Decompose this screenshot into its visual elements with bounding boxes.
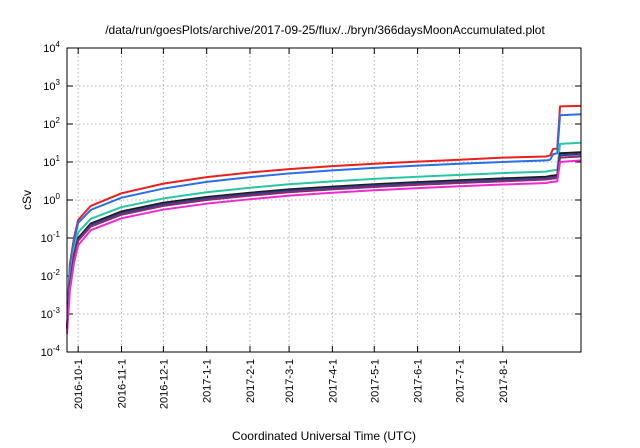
series-line-3: [66, 141, 582, 330]
y-tick-exponent: 3: [56, 78, 61, 87]
x-tick-label: 2016-10-1: [73, 359, 85, 409]
y-axis-label: cSv: [20, 190, 34, 210]
y-tick-base: 10: [41, 309, 53, 321]
x-tick-label: 2017-1-1: [202, 359, 214, 403]
y-tick-label: 104: [43, 40, 60, 55]
x-tick-label: 2017-5-1: [369, 359, 381, 403]
x-tick-label: 2017-7-1: [454, 359, 466, 403]
y-tick-label: 10-3: [41, 306, 61, 321]
y-tick-exponent: 1: [56, 154, 61, 163]
y-tick-label: 100: [43, 192, 60, 207]
y-tick-base: 10: [41, 233, 53, 245]
series-line-7: [66, 159, 582, 334]
y-tick-exponent: 4: [56, 40, 61, 49]
y-tick-base: 10: [43, 157, 55, 169]
y-tick-base: 10: [43, 119, 55, 131]
x-tick-label: 2016-11-1: [116, 359, 128, 408]
series-line-1: [66, 104, 582, 330]
y-tick-label: 10-4: [41, 344, 61, 359]
series-line-6: [66, 155, 582, 330]
series-line-2: [66, 113, 582, 330]
y-tick-exponent: -3: [53, 306, 61, 315]
y-tick-base: 10: [43, 81, 55, 93]
grid: [67, 48, 581, 352]
y-tick-exponent: -2: [53, 268, 61, 277]
chart-title: /data/run/goesPlots/archive/2017-09-25/f…: [105, 23, 545, 37]
series-line-4: [66, 151, 582, 330]
x-tick-label: 2017-3-1: [284, 359, 296, 403]
y-tick-base: 10: [41, 347, 53, 359]
y-tick-base: 10: [41, 271, 53, 283]
x-tick-label: 2017-6-1: [413, 359, 425, 403]
y-tick-base: 10: [43, 195, 55, 207]
y-tick-label: 103: [43, 78, 60, 93]
x-tick-label: 2017-8-1: [498, 359, 510, 403]
y-tick-base: 10: [43, 43, 55, 55]
y-tick-label: 101: [43, 154, 60, 169]
x-tick-label: 2017-2-1: [245, 359, 257, 403]
y-tick-exponent: -4: [53, 344, 61, 353]
y-tick-exponent: -1: [53, 230, 61, 239]
x-tick-label: 2016-12-1: [158, 359, 170, 409]
y-tick-label: 10-1: [41, 230, 61, 245]
plot-frame: [66, 47, 582, 353]
axis-ticks: 10410310210110010-110-210-310-42016-10-1…: [41, 40, 581, 409]
plot-lines: [66, 104, 582, 334]
y-tick-exponent: 0: [56, 192, 61, 201]
x-tick-label: 2017-4-1: [327, 359, 339, 403]
y-tick-label: 10-2: [41, 268, 61, 283]
y-tick-exponent: 2: [56, 116, 61, 125]
y-tick-label: 102: [43, 116, 60, 131]
x-axis-label: Coordinated Universal Time (UTC): [232, 429, 416, 443]
